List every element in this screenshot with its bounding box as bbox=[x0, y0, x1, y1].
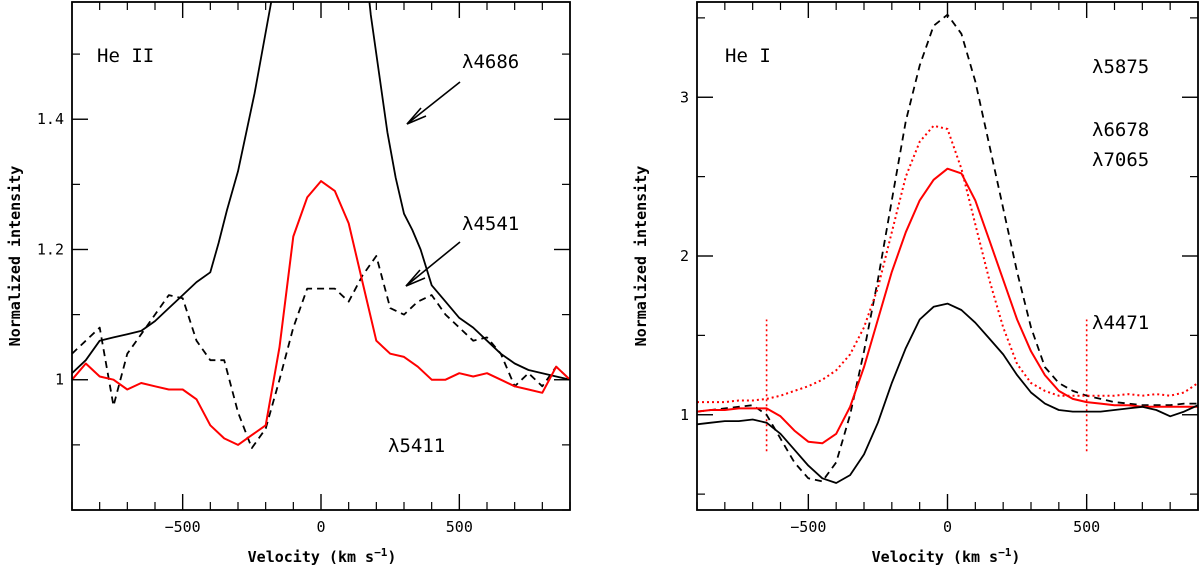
he1-series-lambda-7065 bbox=[697, 167, 1198, 445]
he2-panel-label: He II bbox=[97, 45, 154, 67]
he2-xtick-label-2: 500 bbox=[446, 518, 473, 536]
he1-annotation-7065: λ7065 bbox=[1092, 149, 1149, 171]
he2-xlabel-end: ) bbox=[387, 548, 396, 566]
he2-ytick-label-1: 1.2 bbox=[37, 240, 64, 258]
he1-ylabel: Normalized intensity bbox=[632, 166, 650, 347]
he1-xtick-label-2: 500 bbox=[1073, 518, 1100, 536]
he1-annotation-6678: λ6678 bbox=[1092, 119, 1149, 141]
he2-xlabel-main: Velocity (km s bbox=[248, 548, 374, 566]
he1-xtick-label-1: 0 bbox=[943, 518, 952, 536]
he1-xlabel: Velocity (km s−1) bbox=[872, 546, 1021, 566]
he2-plot-frame bbox=[71, 1, 571, 511]
he2-xtick-label-1: 0 bbox=[316, 518, 325, 536]
he2-arrow-4686 bbox=[406, 81, 461, 125]
he2-xlabel-sup: −1 bbox=[374, 546, 388, 559]
he1-annotation-4471: λ4471 bbox=[1092, 312, 1149, 334]
he2-ytick-label-2: 1.4 bbox=[37, 110, 64, 128]
he1-xlabel-end: ) bbox=[1011, 548, 1020, 566]
he1-series-lambda-4471 bbox=[697, 302, 1198, 484]
he1-plot-frame bbox=[696, 1, 1199, 511]
he2-series-lambda-4541 bbox=[72, 255, 570, 450]
he2-ylabel: Normalized intensity bbox=[6, 166, 24, 347]
he2-ticks-group: −500 0 500 1 1.2 1.4 bbox=[37, 2, 571, 536]
he1-panel-label: He I bbox=[725, 45, 771, 67]
he2-arrowhead-4541 bbox=[405, 269, 426, 287]
he1-xtick-label-0: −500 bbox=[790, 518, 826, 536]
he1-ticks-group: −500 0 500 1 2 3 bbox=[680, 2, 1199, 536]
he1-ytick-label-1: 2 bbox=[680, 247, 689, 265]
he1-series-group bbox=[697, 13, 1198, 484]
he2-ytick-label-0: 1 bbox=[55, 371, 64, 389]
he1-ytick-label-2: 3 bbox=[680, 88, 689, 106]
he2-annotation-4686: λ4686 bbox=[462, 51, 519, 73]
he1-series-lambda-6678 bbox=[697, 124, 1198, 404]
he2-annotation-5411: λ5411 bbox=[388, 435, 445, 457]
he2-arrowhead-4686 bbox=[406, 107, 427, 125]
he2-xlabel: Velocity (km s−1) bbox=[248, 546, 397, 566]
he1-ytick-label-0: 1 bbox=[680, 406, 689, 424]
he1-xlabel-sup: −1 bbox=[998, 546, 1012, 559]
he1-xlabel-main: Velocity (km s bbox=[872, 548, 998, 566]
he2-xtick-label-0: −500 bbox=[165, 518, 201, 536]
panel-he2: −500 0 500 1 1.2 1.4 He II Normalized intensi… bbox=[6, 1, 571, 566]
he2-annotation-4541: λ4541 bbox=[462, 213, 519, 235]
he2-series-lambda-5411 bbox=[72, 180, 570, 446]
he2-arrow-4541 bbox=[405, 241, 461, 287]
he2-series-group bbox=[72, 2, 570, 450]
panel-he1: −500 0 500 1 2 3 He I Normalized intensity Ve… bbox=[632, 1, 1199, 566]
he1-annotation-5875: λ5875 bbox=[1092, 56, 1149, 78]
he2-series-lambda-4686 bbox=[72, 2, 570, 381]
